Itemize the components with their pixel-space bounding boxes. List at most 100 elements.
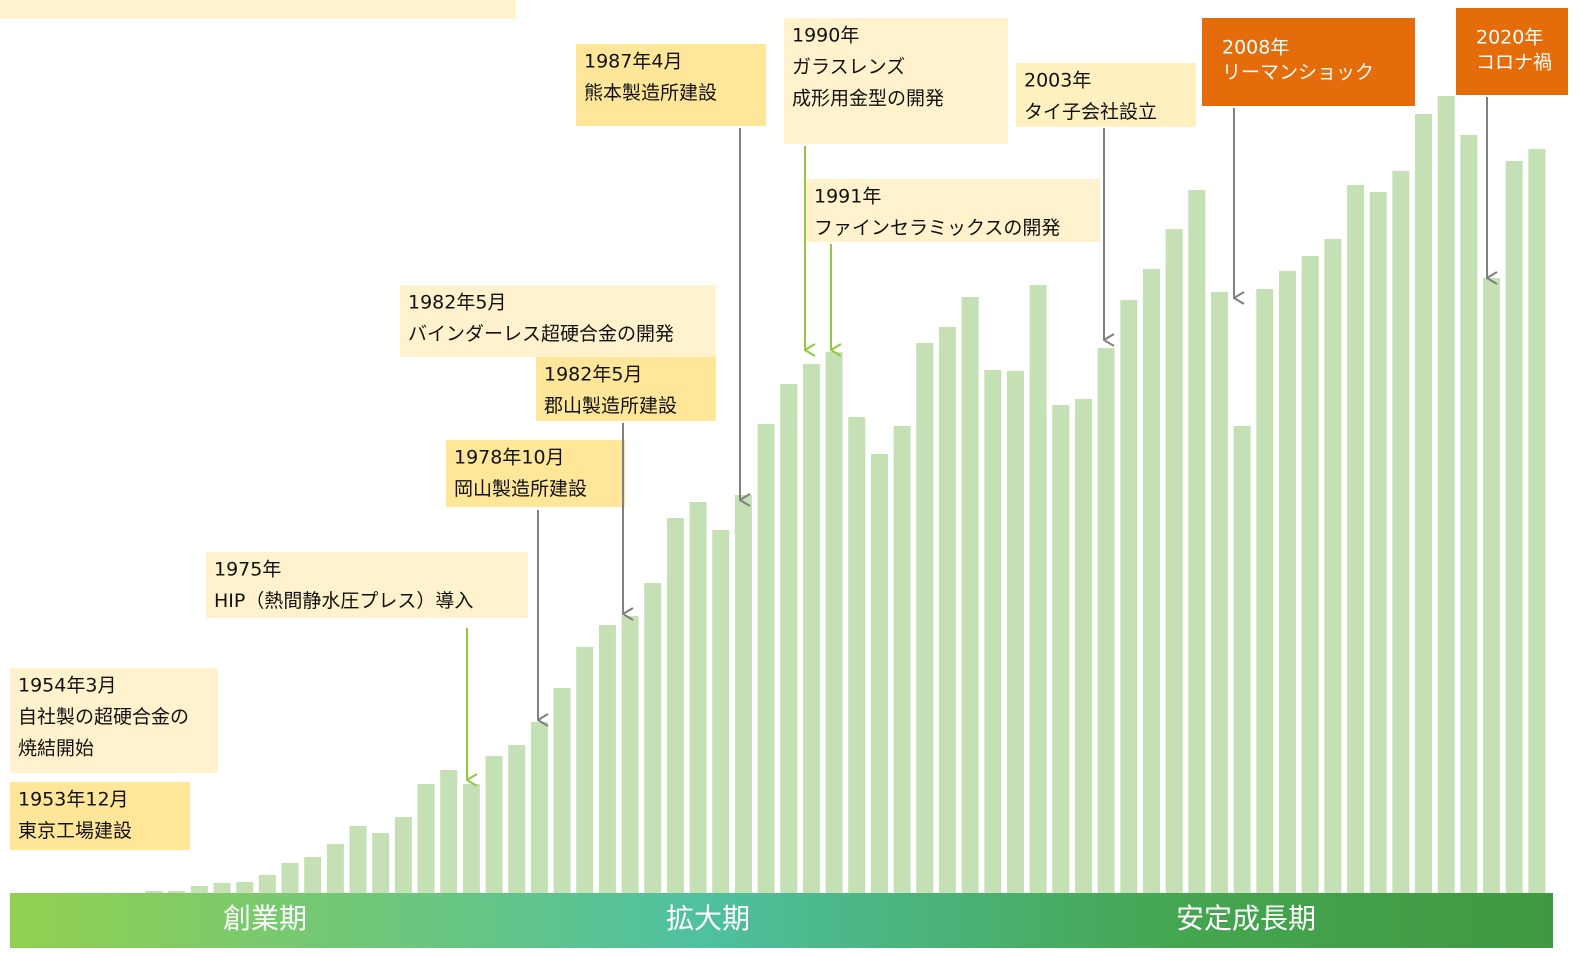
bar [213, 883, 231, 893]
bar [984, 370, 1002, 893]
annotation-text: 2008年 [1222, 37, 1289, 59]
bar [1188, 190, 1206, 893]
annotation-box [206, 552, 528, 618]
annotation-text: 成形用金型の開発 [792, 88, 944, 110]
bar [1142, 269, 1160, 893]
bar [1165, 229, 1183, 893]
bar [734, 495, 752, 893]
bar [1415, 114, 1433, 893]
annotation-box [536, 357, 716, 421]
bar [1233, 426, 1251, 893]
partial-box [0, 0, 516, 19]
bar [394, 817, 412, 893]
bar [644, 583, 662, 893]
bar [326, 844, 344, 893]
bar [462, 784, 480, 893]
annotation-box [10, 668, 218, 773]
annotation-box [1202, 18, 1415, 106]
bar [1369, 192, 1387, 893]
bar [1324, 239, 1342, 893]
bar [190, 886, 208, 893]
bar [1029, 285, 1047, 893]
bar [1210, 292, 1228, 893]
annotation-text: 1982年5月 [544, 364, 642, 386]
bar [916, 343, 934, 893]
bar [236, 882, 254, 893]
bar [349, 826, 367, 893]
bar [1097, 348, 1115, 893]
annotation-text: 1954年3月 [18, 675, 116, 697]
bar [621, 616, 639, 893]
phase-band [10, 893, 1553, 948]
bar [1301, 256, 1319, 893]
bar [1505, 161, 1523, 893]
bar [893, 426, 911, 893]
bar [802, 364, 820, 893]
bar [1006, 371, 1024, 893]
annotation-text: リーマンショック [1222, 62, 1374, 84]
annotation-box [446, 440, 625, 507]
annotation-text: 2003年 [1024, 70, 1091, 92]
bar [1347, 185, 1365, 893]
bar [1528, 149, 1546, 893]
bar [757, 424, 775, 893]
phase-label: 安定成長期 [1176, 902, 1316, 935]
bar [712, 530, 730, 893]
bar [1460, 135, 1478, 893]
bar [848, 417, 866, 893]
bar [689, 502, 707, 893]
bar [485, 756, 503, 893]
annotation-text: タイ子会社設立 [1024, 101, 1157, 123]
annotation-text: HIP（熱間静水圧プレス）導入 [214, 590, 473, 612]
annotation-text: ファインセラミックスの開発 [814, 217, 1060, 239]
bar [1279, 271, 1296, 893]
bar [1483, 278, 1501, 893]
phase-label: 創業期 [223, 902, 307, 935]
annotation-text: コロナ禍 [1476, 52, 1552, 74]
annotation-text: 焼結開始 [18, 738, 94, 760]
bar [576, 647, 594, 893]
bar [938, 327, 956, 893]
bar [666, 518, 684, 893]
annotation-text: 1982年5月 [408, 292, 506, 314]
annotation-text: バインダーレス超硬合金の開発 [408, 323, 674, 345]
bar [372, 833, 390, 893]
bar [1437, 96, 1455, 893]
bar [1256, 289, 1274, 893]
annotation-text: 1975年 [214, 559, 281, 581]
bar [825, 352, 843, 893]
bar [530, 722, 548, 893]
annotation-box [10, 782, 190, 850]
bar [870, 454, 888, 893]
bar [1392, 171, 1410, 893]
bar [168, 891, 186, 893]
annotation-text: 1991年 [814, 186, 881, 208]
bar [961, 297, 979, 893]
annotation-text: 自社製の超硬合金の [18, 706, 189, 728]
bar [508, 745, 526, 893]
annotation-text: 熊本製造所建設 [584, 82, 717, 104]
bar [258, 875, 276, 893]
bar [304, 857, 322, 893]
bar [281, 863, 299, 893]
bar [1052, 405, 1070, 893]
annotation-text: 1990年 [792, 25, 859, 47]
annotation-box [1016, 63, 1196, 127]
annotation-text: 2020年 [1476, 27, 1543, 49]
bar [145, 891, 163, 893]
annotation-text: ガラスレンズ [792, 56, 905, 78]
bar [598, 625, 616, 893]
annotation-text: 郡山製造所建設 [544, 395, 677, 417]
bar [440, 770, 458, 893]
annotation-box [400, 285, 716, 357]
annotation-box [784, 18, 1008, 144]
annotation-box [576, 44, 766, 126]
annotation-text: 1978年10月 [454, 447, 565, 469]
annotation-text: 岡山製造所建設 [454, 478, 587, 500]
phase-label: 拡大期 [666, 902, 750, 935]
bar [1120, 300, 1138, 893]
bar [1074, 399, 1092, 893]
annotation-box [806, 179, 1100, 242]
